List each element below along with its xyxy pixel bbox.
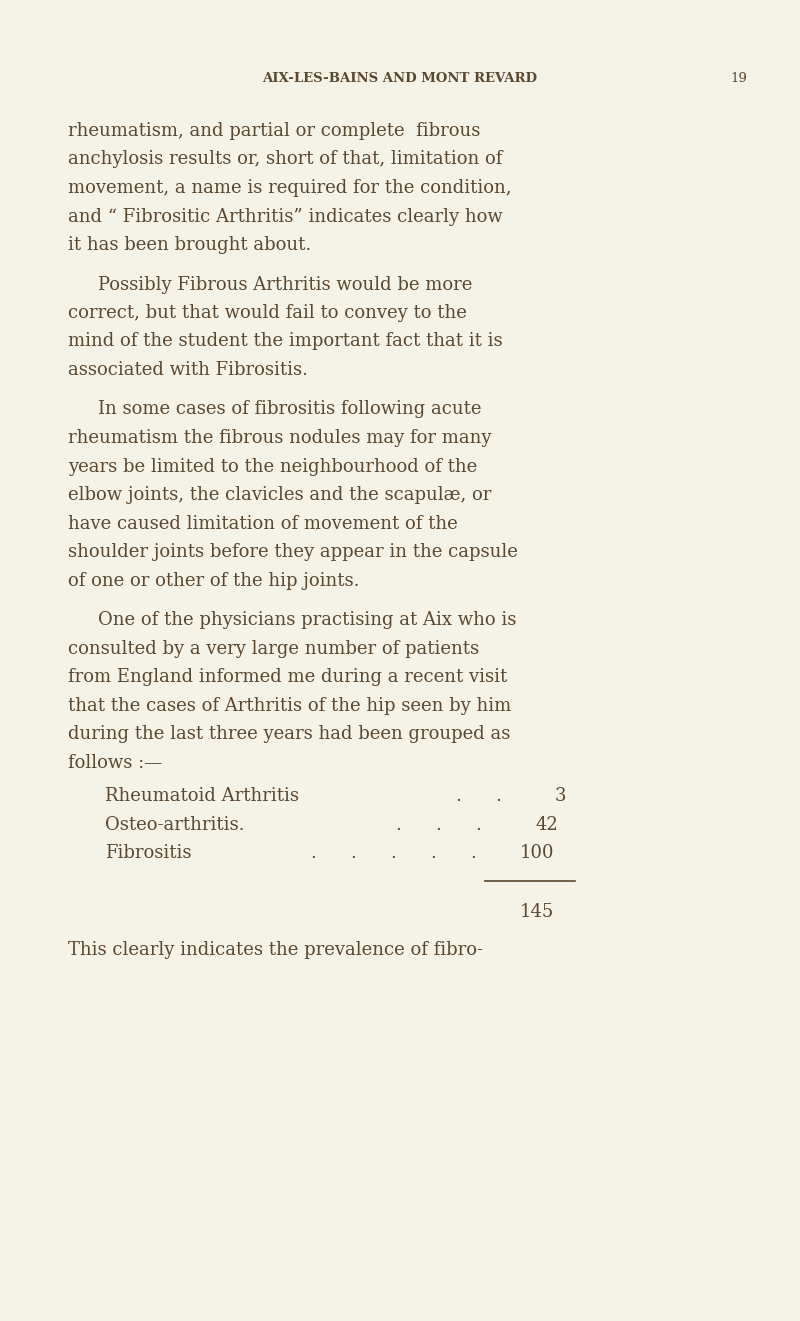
Text: and “ Fibrositic Arthritis” indicates clearly how: and “ Fibrositic Arthritis” indicates cl…	[68, 207, 502, 226]
Text: 42: 42	[535, 815, 558, 834]
Text: .: .	[475, 815, 481, 834]
Text: .: .	[435, 815, 441, 834]
Text: it has been brought about.: it has been brought about.	[68, 236, 311, 254]
Text: years be limited to the neighbourhood of the: years be limited to the neighbourhood of…	[68, 457, 478, 476]
Text: In some cases of fibrositis following acute: In some cases of fibrositis following ac…	[98, 400, 482, 419]
Text: elbow joints, the clavicles and the scapulæ, or: elbow joints, the clavicles and the scap…	[68, 486, 491, 505]
Text: .: .	[470, 844, 476, 863]
Text: .: .	[430, 844, 436, 863]
Text: 145: 145	[520, 902, 554, 921]
Text: anchylosis results or, short of that, limitation of: anchylosis results or, short of that, li…	[68, 151, 502, 169]
Text: consulted by a very large number of patients: consulted by a very large number of pati…	[68, 639, 479, 658]
Text: 3: 3	[555, 787, 566, 804]
Text: .: .	[390, 844, 396, 863]
Text: One of the physicians practising at Aix who is: One of the physicians practising at Aix …	[98, 612, 516, 629]
Text: Rheumatoid Arthritis: Rheumatoid Arthritis	[105, 787, 299, 804]
Text: Possibly Fibrous Arthritis would be more: Possibly Fibrous Arthritis would be more	[98, 276, 472, 293]
Text: 100: 100	[520, 844, 554, 863]
Text: 19: 19	[730, 73, 747, 85]
Text: This clearly indicates the prevalence of fibro-: This clearly indicates the prevalence of…	[68, 941, 483, 959]
Text: movement, a name is required for the condition,: movement, a name is required for the con…	[68, 180, 511, 197]
Text: have caused limitation of movement of the: have caused limitation of movement of th…	[68, 514, 458, 532]
Text: Fibrositis: Fibrositis	[105, 844, 191, 863]
Text: .: .	[495, 787, 501, 804]
Text: .: .	[455, 787, 461, 804]
Text: rheumatism, and partial or complete  fibrous: rheumatism, and partial or complete fibr…	[68, 122, 480, 140]
Text: during the last three years had been grouped as: during the last three years had been gro…	[68, 725, 510, 742]
Text: that the cases of Arthritis of the hip seen by him: that the cases of Arthritis of the hip s…	[68, 696, 511, 715]
Text: from England informed me during a recent visit: from England informed me during a recent…	[68, 668, 507, 686]
Text: correct, but that would fail to convey to the: correct, but that would fail to convey t…	[68, 304, 467, 322]
Text: of one or other of the hip joints.: of one or other of the hip joints.	[68, 572, 359, 589]
Text: associated with Fibrositis.: associated with Fibrositis.	[68, 361, 308, 379]
Text: rheumatism the fibrous nodules may for many: rheumatism the fibrous nodules may for m…	[68, 429, 491, 446]
Text: .: .	[395, 815, 401, 834]
Text: .: .	[310, 844, 316, 863]
Text: .: .	[350, 844, 356, 863]
Text: shoulder joints before they appear in the capsule: shoulder joints before they appear in th…	[68, 543, 518, 561]
Text: AIX-LES-BAINS AND MONT REVARD: AIX-LES-BAINS AND MONT REVARD	[262, 73, 538, 85]
Text: Osteo-arthritis.: Osteo-arthritis.	[105, 815, 245, 834]
Text: mind of the student the important fact that it is: mind of the student the important fact t…	[68, 333, 502, 350]
Text: follows :—: follows :—	[68, 753, 162, 771]
